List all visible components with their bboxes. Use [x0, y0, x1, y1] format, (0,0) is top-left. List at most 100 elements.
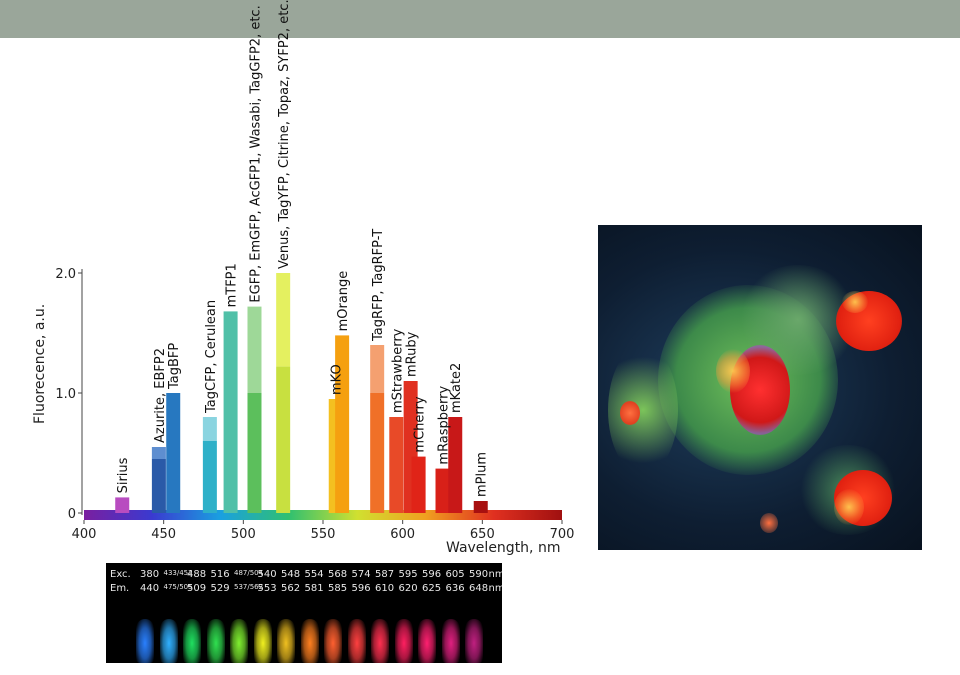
tube	[347, 619, 366, 663]
bar	[435, 468, 450, 513]
x-tick-label: 500	[231, 527, 256, 542]
x-tick-label: 550	[311, 527, 336, 542]
tube	[465, 619, 483, 663]
bar	[335, 335, 350, 513]
em-value: 529	[210, 583, 230, 594]
bar-label: mPlum	[475, 452, 490, 497]
tube	[324, 619, 342, 663]
exc-value: 548	[281, 569, 301, 580]
bar-label: mCherry	[413, 396, 428, 452]
exc-value: 554	[304, 569, 324, 580]
y-tick-label: 0	[68, 507, 76, 522]
bar-label: mKate2	[449, 363, 464, 413]
bar	[223, 311, 238, 513]
tube-row-image	[106, 603, 502, 663]
bar-upper	[276, 273, 291, 367]
bar	[411, 456, 426, 513]
x-tick-label: 450	[151, 527, 176, 542]
y-axis-label: Fluorecence, a.u.	[32, 304, 48, 424]
exc-label: Exc.	[110, 569, 131, 580]
em-label: Em.	[110, 583, 130, 594]
bar-label: Azurite, EBFP2	[153, 348, 168, 443]
bar-label: mOrange	[336, 271, 351, 332]
tube	[394, 619, 413, 663]
bar-label: Sirius	[116, 457, 131, 493]
chart-bars	[115, 273, 488, 513]
em-value: 585	[328, 583, 348, 594]
bar	[473, 501, 488, 513]
x-tick-label: 700	[550, 527, 575, 542]
bar-label: mRuby	[405, 331, 420, 377]
tube	[300, 619, 319, 663]
bar	[166, 393, 181, 513]
bar	[389, 417, 404, 513]
tube	[159, 619, 178, 663]
em-value: 475/505	[163, 583, 193, 591]
bar	[202, 441, 217, 513]
exc-unit: nm	[488, 569, 503, 580]
tube	[230, 619, 248, 663]
chart-bar-labels: Sirius Azurite, EBFP2 TagBFP TagCFP, Cerule…	[116, 0, 490, 497]
spectrum-band	[84, 510, 562, 520]
exc-value: 540	[257, 569, 277, 580]
em-value: 553	[257, 583, 277, 594]
exc-value: 380	[140, 569, 160, 580]
bar	[115, 497, 130, 513]
tube	[277, 619, 295, 663]
exc-value: 590	[469, 569, 489, 580]
bar-upper	[202, 417, 217, 441]
bar-upper	[151, 447, 166, 459]
em-value: 562	[281, 583, 301, 594]
bar-label: TagCFP, Cerulean	[204, 300, 219, 414]
em-unit: nm	[488, 583, 503, 594]
bar-label: TagBFP	[167, 343, 182, 390]
fluorescent-tubes-photo: Exc. 380 433/452 488 516 487/504 540 548 554 568 5…	[106, 563, 502, 663]
x-tick-label: 650	[470, 527, 495, 542]
tube	[441, 619, 460, 663]
exc-value: 596	[422, 569, 442, 580]
em-value: 620	[398, 583, 418, 594]
em-value: 625	[422, 583, 442, 594]
tube	[418, 619, 436, 663]
em-value: 509	[187, 583, 207, 594]
bar-upper	[370, 345, 385, 393]
tube	[371, 619, 389, 663]
x-tick-label: 400	[72, 527, 97, 542]
bar-label: TagRFP, TagRFP-T	[371, 229, 386, 342]
header-bar	[0, 0, 960, 38]
tube	[206, 619, 225, 663]
exc-value: 487/504	[234, 569, 264, 577]
bar	[370, 393, 385, 513]
exc-value: 433/452	[163, 569, 193, 577]
em-value: 537/562	[234, 583, 264, 591]
em-value: 648	[469, 583, 489, 594]
bar	[448, 417, 463, 513]
exc-value: 595	[398, 569, 418, 580]
exc-value: 516	[210, 569, 230, 580]
bar-label: EGFP, EmGFP, AcGFP1, Wasabi, TagGFP2, et…	[248, 5, 263, 302]
bar	[247, 393, 262, 513]
y-tick-label: 1.0	[55, 387, 76, 402]
tube	[253, 619, 272, 663]
em-value: 581	[304, 583, 324, 594]
em-value: 440	[140, 583, 160, 594]
em-value: 610	[375, 583, 395, 594]
bar	[151, 459, 166, 513]
bar-label: mRaspberry	[437, 385, 452, 464]
x-axis-label: Wavelength, nm	[446, 540, 560, 556]
em-value: 636	[445, 583, 465, 594]
y-tick-label: 2.0	[55, 267, 76, 282]
x-tick-label: 600	[390, 527, 415, 542]
exc-value: 568	[328, 569, 348, 580]
exc-value: 488	[187, 569, 207, 580]
bar	[276, 366, 291, 513]
chart-axes: 400 450 500 550 600 650 700 0 1.0 2.0	[55, 267, 574, 542]
bar-label: Venus, TagYFP, Citrine, Topaz, SYFP2, et…	[277, 0, 292, 269]
tube	[136, 619, 154, 663]
bar-label: mTFP1	[225, 263, 240, 307]
cell-fluorescence-micrograph	[598, 225, 922, 550]
em-value: 596	[351, 583, 371, 594]
exc-value: 587	[375, 569, 395, 580]
bar-upper	[247, 306, 262, 393]
